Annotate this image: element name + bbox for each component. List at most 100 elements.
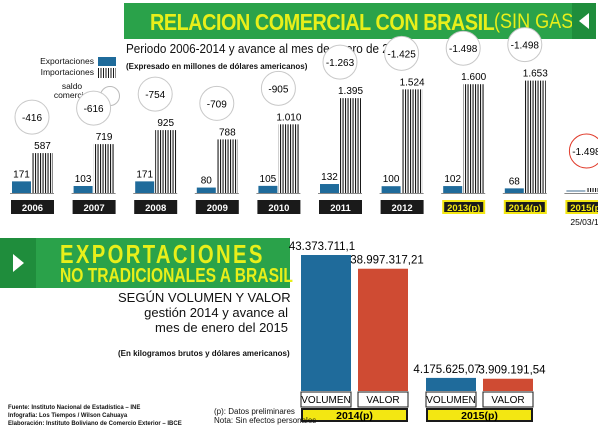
year-label: 2009 xyxy=(207,203,228,214)
chart-title: RELACION COMERCIAL CON BRASIL xyxy=(150,9,495,35)
section2-arrow-box xyxy=(0,238,36,288)
legend-label-imports: Importaciones xyxy=(40,67,94,77)
category-label: VOLUMEN xyxy=(426,395,475,406)
units-note: (Expresado en millones de dólares americ… xyxy=(126,62,308,71)
balance-circle xyxy=(445,30,481,66)
label-imports: 587 xyxy=(34,141,51,152)
date-note: 25/03/15 xyxy=(570,217,598,227)
year-label: 2014(p) xyxy=(509,203,542,214)
bar-value xyxy=(358,268,408,391)
source-line-2: Infografía: Los Tiempos / Wilson Cahuaya xyxy=(8,413,128,419)
balance-circle xyxy=(199,85,235,121)
legend-label-balance: saldo comercial xyxy=(53,81,91,100)
year-box-inner xyxy=(321,202,360,212)
label-exports: 171 xyxy=(136,169,153,180)
notes: (p): Datos preliminares Nota: Sin efecto… xyxy=(214,407,317,425)
bar-value xyxy=(483,378,533,391)
bar-imports xyxy=(32,153,53,193)
note-personal-effects: Nota: Sin efectos personales xyxy=(214,416,317,425)
year-label: 2007 xyxy=(84,203,105,214)
category-label: VALOR xyxy=(366,395,399,406)
label-balance: -1.425 xyxy=(387,49,416,60)
category-label: VOLUMEN xyxy=(301,395,350,406)
section2-title-line1: EXPORTACIONES xyxy=(60,239,265,269)
section2-subtitle-line2: gestión 2014 y avance al xyxy=(144,305,288,320)
category-label: VALOR xyxy=(491,395,524,406)
label-imports: 925 xyxy=(157,118,174,129)
section2-subtitle-line1: SEGÚN VOLUMEN Y VALOR xyxy=(118,290,291,305)
chart-title-suffix: (SIN GAS) xyxy=(494,10,580,33)
bar-imports xyxy=(278,124,300,193)
title-banner: RELACION COMERCIAL CON BRASIL (SIN GAS) xyxy=(124,3,596,39)
year-box-inner xyxy=(259,202,299,212)
label-exports: 105 xyxy=(260,174,277,185)
label-exports: 171 xyxy=(13,169,30,180)
arrow-right-icon xyxy=(13,254,24,272)
group-label: 2015(p) xyxy=(461,410,498,422)
year-box-inner xyxy=(382,202,422,212)
year-label: 2006 xyxy=(22,203,43,214)
balance-circle xyxy=(137,76,173,112)
section2-subtitle: SEGÚN VOLUMEN Y VALOR gestión 2014 y ava… xyxy=(118,290,291,335)
bar-imports xyxy=(524,80,546,193)
year-box-inner xyxy=(505,202,545,212)
year-label: 2012 xyxy=(392,203,413,214)
label-value: 38.997.317,21 xyxy=(350,255,424,267)
year-box-inner xyxy=(136,202,176,212)
category-box xyxy=(482,391,534,408)
bar-exports xyxy=(320,184,339,193)
legend-label-exports: Exportaciones xyxy=(40,56,94,66)
bar-imports xyxy=(155,130,177,193)
label-balance: -754 xyxy=(145,90,165,101)
year-label: 2015(p) xyxy=(570,203,598,214)
banner-arrow-box xyxy=(572,3,596,39)
label-imports: 719 xyxy=(96,132,113,143)
year-box-inner xyxy=(74,202,114,212)
year-box-inner xyxy=(13,202,52,212)
category-box xyxy=(425,391,477,408)
group-band-inner xyxy=(303,410,406,420)
arrow-left-icon xyxy=(579,13,589,29)
bar-imports xyxy=(340,98,361,193)
label-value: 3.909.191,54 xyxy=(478,365,546,377)
label-balance: -1.263 xyxy=(326,58,355,69)
source-line-1: Fuente: Instituto Nacional de Estadístic… xyxy=(8,405,141,411)
sources: Fuente: Instituto Nacional de Estadístic… xyxy=(8,404,182,428)
label-imports: 788 xyxy=(219,127,236,138)
category-box xyxy=(357,391,409,408)
year-box-inner xyxy=(444,202,484,212)
label-balance: -1.498 xyxy=(449,44,478,55)
balance-circle xyxy=(260,70,296,106)
bar-volume xyxy=(426,377,476,391)
note-preliminary: (p): Datos preliminares xyxy=(214,407,295,416)
year-box-inner xyxy=(567,202,598,212)
legend-swatch-exports xyxy=(98,57,116,66)
bar-exports xyxy=(12,181,31,193)
label-imports: 1.600 xyxy=(461,72,486,83)
bar-exports xyxy=(73,185,93,193)
bar-volume xyxy=(301,255,351,391)
label-exports: 132 xyxy=(321,172,338,183)
label-balance: -905 xyxy=(268,84,288,95)
legend-swatch-imports xyxy=(98,68,116,78)
label-imports: 1.010 xyxy=(276,112,301,123)
bar-exports xyxy=(566,190,586,192)
balance-circle xyxy=(322,44,358,80)
label-balance: -1.498 xyxy=(572,147,598,158)
balance-circle xyxy=(76,90,112,126)
label-volume: 4.175.625,07 xyxy=(413,364,480,376)
label-exports: 103 xyxy=(75,174,92,185)
bar-exports xyxy=(258,185,278,193)
label-volume: 43.373.711,1 xyxy=(289,241,355,253)
year-box-inner xyxy=(197,202,237,212)
balance-circle xyxy=(384,35,420,71)
label-balance: -616 xyxy=(84,104,104,115)
label-exports: 102 xyxy=(444,174,461,185)
section2-units: (En kilogramos brutos y dólares american… xyxy=(118,349,290,358)
bar-imports xyxy=(463,84,485,193)
bar-exports xyxy=(381,186,401,193)
year-label: 2008 xyxy=(145,203,166,214)
label-exports: 80 xyxy=(201,176,213,187)
trade-balance-chart: 171 587 -416 2006 103 719 -616 2007 171 925 -754 20… xyxy=(10,27,598,227)
